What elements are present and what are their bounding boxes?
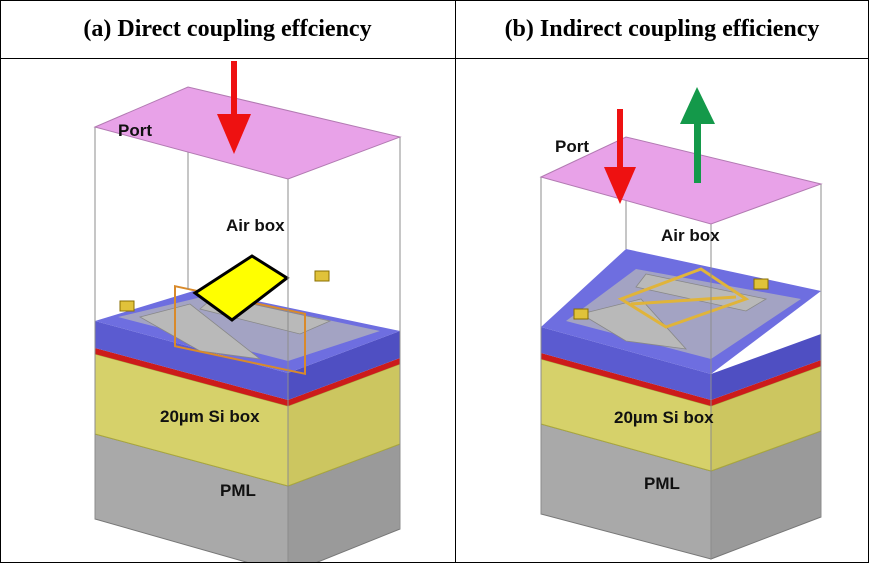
si-box-label: 20µm Si box [614,408,714,427]
header-direct-coupling: (a) Direct coupling effciency [83,15,372,42]
red-layer [95,348,400,406]
red-layer [541,353,821,406]
port-plane [539,136,823,225]
pml-label: PML [220,481,256,500]
pml-label: PML [644,474,680,493]
device-traces [573,267,769,350]
incident-arrow [604,109,636,204]
si-box-label: 20µm Si box [160,407,260,426]
column-divider [455,0,456,563]
header-indirect-coupling: (b) Indirect coupling efficiency [504,15,820,42]
absorber-square [192,254,290,322]
blue-layer [541,249,821,400]
air-box-label: Air box [226,216,285,235]
reflected-arrow [680,87,715,183]
diagram-indirect-coupling: Port Air box 20µm Si box PML [539,87,823,560]
diagram-direct-coupling: Port Air box 20µm Si box PML [93,61,402,562]
air-box-label: Air box [661,226,720,245]
port-plane [93,86,402,180]
header-divider [0,58,869,59]
incident-arrow [217,61,251,154]
port-label: Port [555,137,589,156]
port-label: Port [118,121,152,140]
